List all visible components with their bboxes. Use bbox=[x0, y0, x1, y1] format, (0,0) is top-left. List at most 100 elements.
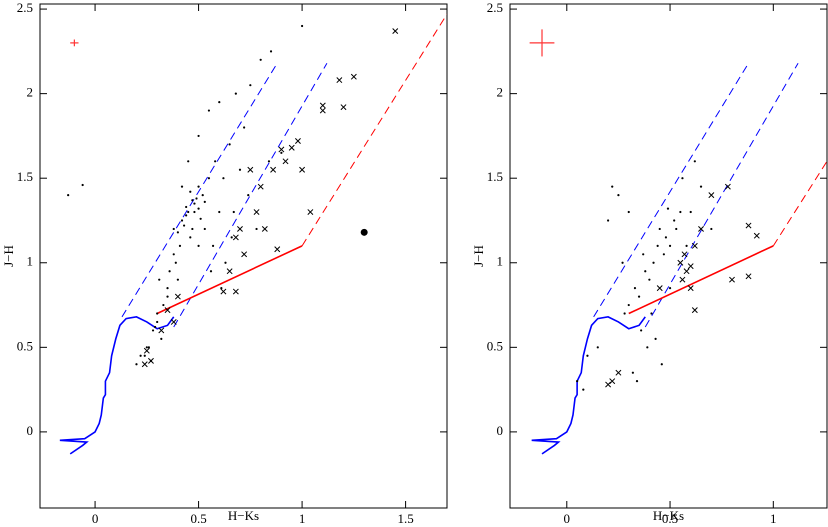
star-dot bbox=[199, 217, 202, 220]
star-dot bbox=[635, 380, 639, 383]
star-dot bbox=[178, 244, 182, 247]
x-axis-label: H−Ks bbox=[228, 508, 259, 523]
star-dot bbox=[203, 227, 206, 231]
star-dot bbox=[267, 160, 271, 163]
star-cross bbox=[392, 28, 399, 35]
star-dot bbox=[710, 227, 713, 231]
star-cross bbox=[270, 166, 277, 173]
star-dot bbox=[207, 177, 211, 180]
star-dot bbox=[180, 185, 184, 188]
star-dot bbox=[176, 278, 179, 281]
star-dot bbox=[243, 126, 246, 129]
star-cross bbox=[141, 361, 148, 368]
star-cross bbox=[319, 107, 326, 114]
star-dot bbox=[187, 210, 190, 214]
star-cross bbox=[158, 327, 165, 334]
star-dot bbox=[280, 151, 283, 154]
star-dot bbox=[162, 303, 165, 307]
star-dot bbox=[247, 194, 250, 197]
star-dot bbox=[139, 354, 142, 357]
star-dot bbox=[660, 363, 663, 366]
star-dot bbox=[642, 253, 645, 256]
star-dot bbox=[662, 253, 665, 256]
y-axis-label: J−H bbox=[471, 245, 486, 267]
star-dot bbox=[218, 100, 221, 104]
star-cross bbox=[745, 222, 752, 229]
star-dot bbox=[627, 303, 630, 307]
y-axis-label: J−H bbox=[1, 245, 16, 267]
star-dot bbox=[189, 190, 192, 193]
star-dot bbox=[623, 312, 626, 315]
star-dot bbox=[166, 295, 169, 298]
star-dot bbox=[646, 346, 649, 349]
panel: 0 0.5 1 1.5 0 0.5 1 1.5 2 2.5 H−Ks J−H bbox=[1, 0, 448, 526]
star-dot bbox=[640, 329, 643, 332]
star-cross bbox=[299, 166, 306, 173]
star-dot bbox=[576, 380, 579, 383]
x-axis-label: H−Ks bbox=[653, 508, 684, 523]
star-dot bbox=[648, 278, 651, 281]
star-dot bbox=[156, 312, 159, 315]
star-dot bbox=[191, 227, 194, 231]
star-dot bbox=[191, 199, 194, 202]
y-tick-label: 1 bbox=[27, 254, 34, 269]
star-dot bbox=[185, 214, 188, 217]
star-dot bbox=[182, 224, 186, 227]
y-tick-label: 1.5 bbox=[17, 169, 33, 184]
plot-area bbox=[529, 29, 827, 455]
star-cross bbox=[687, 285, 694, 292]
star-cross bbox=[241, 251, 248, 258]
y-tick-label: 1.5 bbox=[487, 169, 503, 184]
star-cross bbox=[687, 263, 694, 270]
locus-line bbox=[593, 62, 749, 318]
star-cross bbox=[143, 347, 150, 354]
star-cross bbox=[220, 288, 227, 295]
x-tick-label: 1.5 bbox=[397, 511, 413, 526]
star-cross bbox=[257, 183, 264, 190]
star-cross bbox=[232, 288, 239, 295]
star-cross bbox=[698, 225, 704, 232]
star-dot bbox=[180, 219, 184, 222]
star-cross bbox=[164, 307, 171, 314]
star-cross bbox=[261, 225, 268, 232]
star-dot bbox=[627, 210, 630, 214]
star-dot bbox=[154, 325, 157, 329]
star-cross bbox=[350, 73, 357, 80]
star-dot bbox=[637, 295, 641, 298]
star-cross bbox=[605, 381, 612, 388]
y-tick-label: 2 bbox=[497, 85, 504, 100]
plot-frame bbox=[509, 3, 828, 509]
star-dot bbox=[679, 210, 682, 214]
star-cross bbox=[319, 102, 326, 109]
x-tick-label: 1 bbox=[299, 511, 306, 526]
star-dot bbox=[197, 207, 200, 210]
star-dot bbox=[255, 227, 258, 231]
x-tick-label: 0.5 bbox=[190, 511, 206, 526]
y-tick-label: 0.5 bbox=[17, 338, 33, 353]
panel: 0 0.5 1 0 0.5 1 1.5 2 2.5 H−Ks J−H bbox=[471, 0, 828, 526]
star-dot bbox=[652, 261, 655, 264]
star-dot bbox=[197, 244, 200, 247]
y-tick-label: 1 bbox=[497, 254, 504, 269]
y-tick-label: 2.5 bbox=[17, 0, 33, 15]
locus-line bbox=[156, 245, 303, 315]
star-dot bbox=[174, 261, 177, 264]
locus-line bbox=[531, 316, 646, 455]
star-dot bbox=[81, 183, 84, 187]
star-cross bbox=[288, 144, 295, 151]
star-dot bbox=[187, 160, 190, 163]
x-tick-label: 0 bbox=[92, 511, 99, 526]
star-cross bbox=[336, 77, 343, 84]
star-cross bbox=[253, 209, 260, 215]
star-cross bbox=[247, 166, 254, 173]
star-dot bbox=[582, 388, 585, 391]
star-cross bbox=[683, 268, 690, 275]
star-cross bbox=[609, 378, 616, 385]
star-dot bbox=[668, 244, 672, 247]
star-cross bbox=[174, 293, 181, 300]
star-dot bbox=[203, 200, 206, 203]
star-dot bbox=[673, 219, 676, 222]
locus-line bbox=[628, 245, 774, 315]
star-cross bbox=[237, 225, 243, 232]
